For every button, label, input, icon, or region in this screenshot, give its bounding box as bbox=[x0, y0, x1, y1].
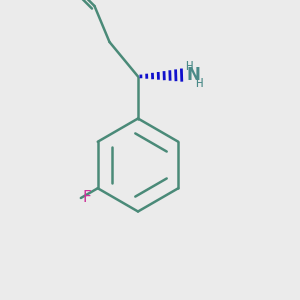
Text: F: F bbox=[82, 190, 91, 205]
Text: H: H bbox=[195, 77, 202, 90]
Text: H: H bbox=[185, 60, 193, 73]
Text: N: N bbox=[186, 66, 200, 84]
